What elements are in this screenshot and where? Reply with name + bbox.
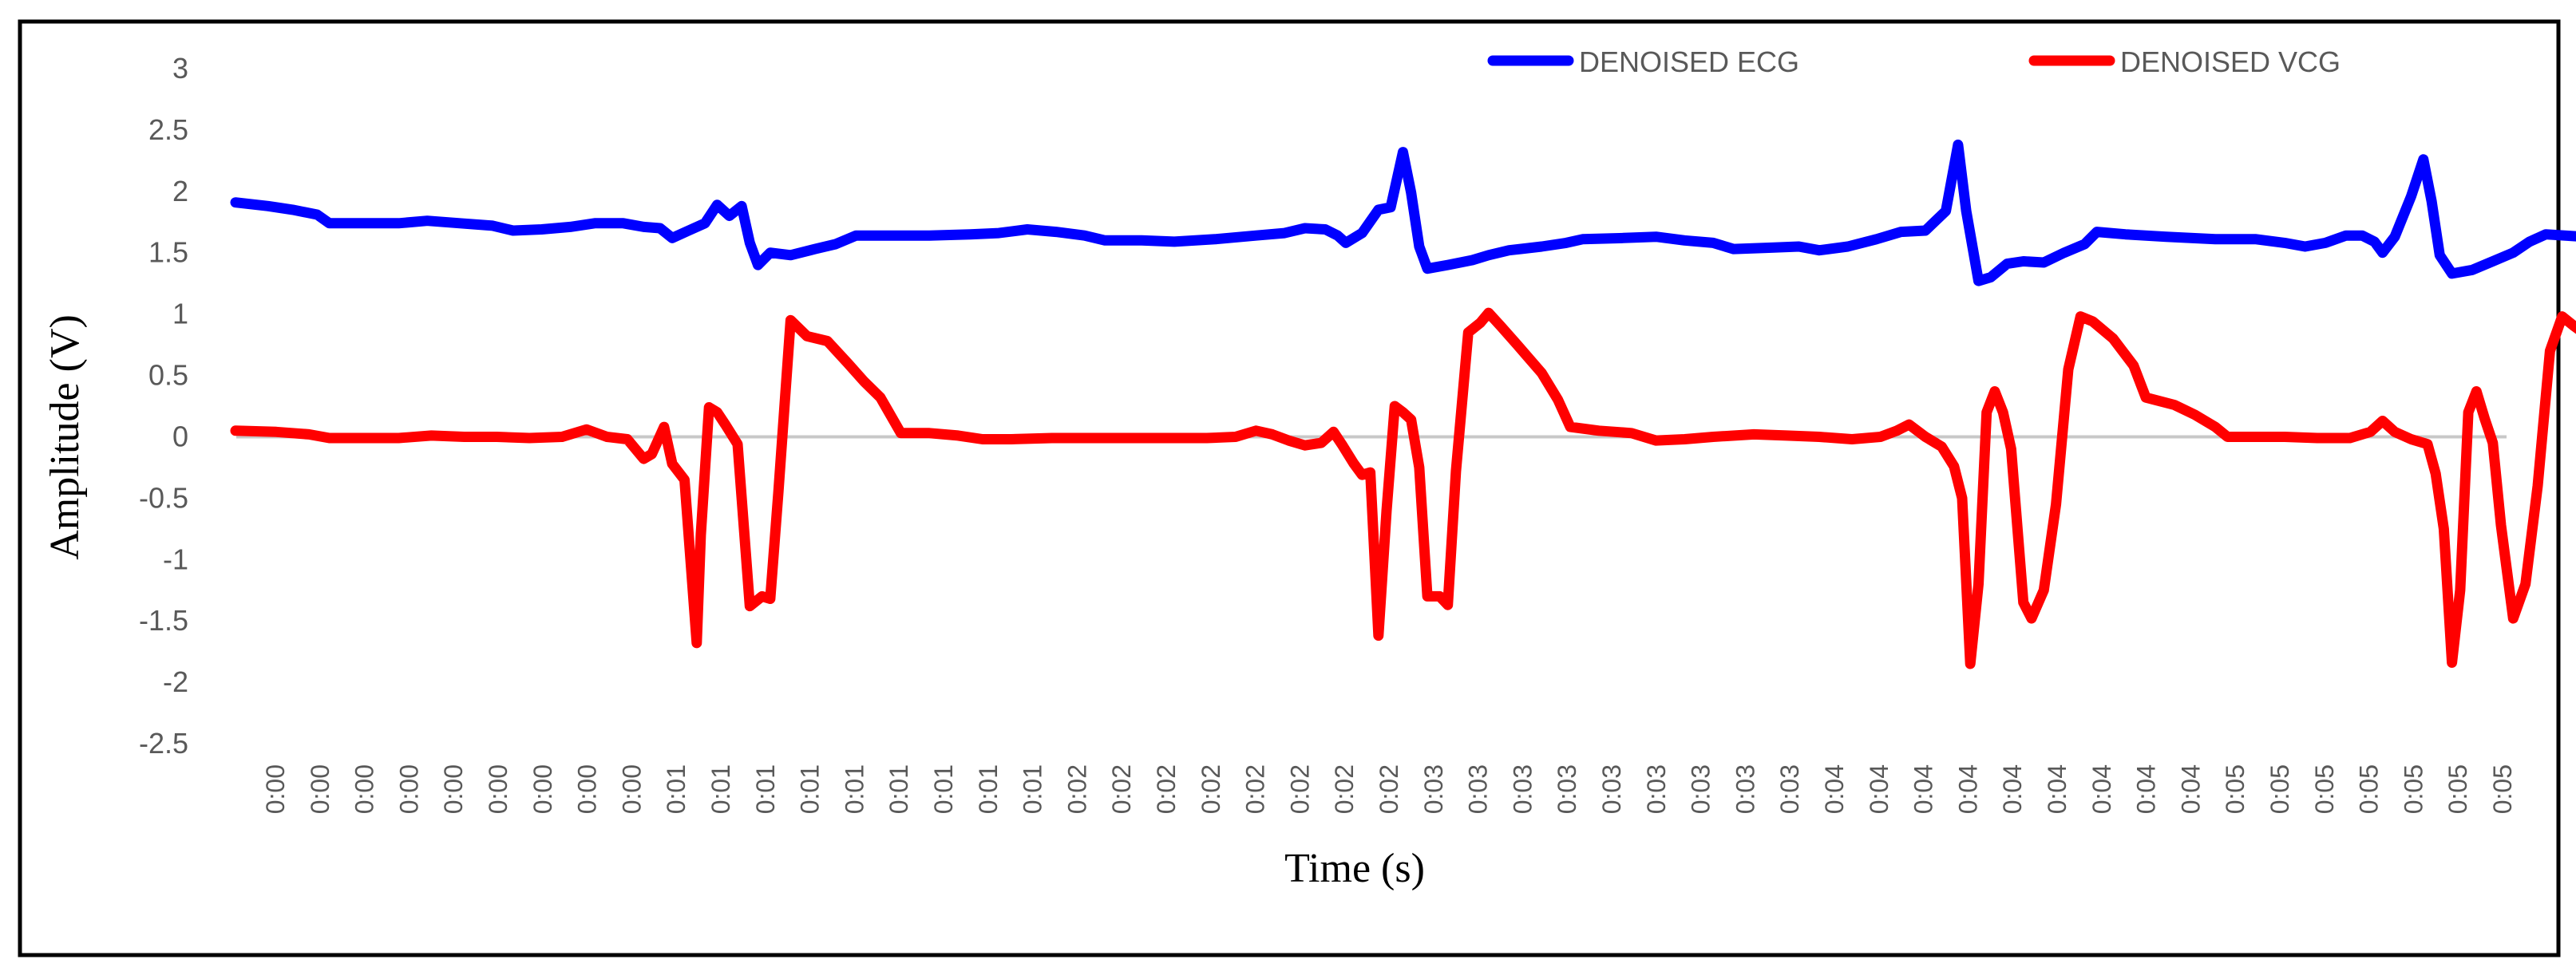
x-tick-label: 0:02 bbox=[1330, 764, 1359, 814]
x-tick-label: 0:05 bbox=[2488, 764, 2517, 814]
legend: DENOISED ECG DENOISED VCG bbox=[1487, 45, 2341, 78]
x-tick-label: 0:03 bbox=[1419, 764, 1448, 814]
x-tick-label: 0:00 bbox=[484, 764, 512, 814]
x-tick-label: 0:04 bbox=[2176, 764, 2205, 814]
x-tick-label: 0:04 bbox=[1820, 764, 1849, 814]
x-tick-label: 0:04 bbox=[2087, 764, 2116, 814]
x-tick-label: 0:05 bbox=[2443, 764, 2472, 814]
y-tick-label: 1 bbox=[172, 298, 188, 330]
y-axis-title: Amplitude (V) bbox=[42, 314, 88, 560]
x-tick-label: 0:01 bbox=[884, 764, 913, 814]
x-tick-label: 0:00 bbox=[439, 764, 468, 814]
x-tick-label: 0:02 bbox=[1375, 764, 1403, 814]
x-tick-label: 0:00 bbox=[573, 764, 602, 814]
y-axis-tick-labels: 3 2.5 2 1.5 1 0.5 0 -0.5 -1 -1.5 -2 -2.5 bbox=[139, 52, 188, 760]
legend-label-vcg: DENOISED VCG bbox=[2120, 45, 2341, 78]
x-tick-label: 0:03 bbox=[1775, 764, 1804, 814]
y-tick-label: -1 bbox=[163, 543, 188, 575]
series-layer bbox=[230, 139, 2576, 669]
x-tick-label: 0:02 bbox=[1152, 764, 1181, 814]
x-tick-label: 0:01 bbox=[974, 764, 1003, 814]
y-tick-label: 0.5 bbox=[148, 359, 188, 392]
x-tick-label: 0:03 bbox=[1642, 764, 1671, 814]
x-tick-label: 0:01 bbox=[929, 764, 958, 814]
x-tick-label: 0:00 bbox=[394, 764, 423, 814]
x-tick-label: 0:03 bbox=[1508, 764, 1537, 814]
x-tick-label: 0:05 bbox=[2221, 764, 2250, 814]
y-tick-label: 3 bbox=[172, 52, 188, 85]
x-tick-label: 0:05 bbox=[2355, 764, 2384, 814]
x-tick-label: 0:01 bbox=[706, 764, 735, 814]
series-line-ecg bbox=[230, 139, 2576, 286]
y-tick-label: -1.5 bbox=[139, 604, 188, 637]
y-tick-label: 1.5 bbox=[148, 236, 188, 269]
y-tick-label: -0.5 bbox=[139, 481, 188, 514]
x-axis-title: Time (s) bbox=[1284, 846, 1425, 891]
x-axis-tick-labels: 0:00 0:00 0:00 0:00 0:00 0:00 0:00 0:00 0:00 0:01… bbox=[261, 764, 2517, 814]
chart-frame bbox=[18, 19, 2561, 957]
x-tick-label: 0:04 bbox=[2132, 764, 2161, 814]
x-tick-label: 0:04 bbox=[1998, 764, 2027, 814]
x-tick-label: 0:02 bbox=[1107, 764, 1136, 814]
x-tick-label: 0:03 bbox=[1687, 764, 1715, 814]
x-tick-label: 0:00 bbox=[306, 764, 334, 814]
x-tick-label: 0:01 bbox=[751, 764, 780, 814]
x-tick-label: 0:03 bbox=[1731, 764, 1759, 814]
x-tick-label: 0:05 bbox=[2399, 764, 2428, 814]
x-tick-label: 0:05 bbox=[2265, 764, 2294, 814]
x-tick-label: 0:01 bbox=[1019, 764, 1047, 814]
x-tick-label: 0:00 bbox=[350, 764, 379, 814]
x-tick-label: 0:01 bbox=[796, 764, 825, 814]
x-tick-label: 0:02 bbox=[1241, 764, 1270, 814]
y-tick-label: -2.5 bbox=[139, 727, 188, 760]
x-tick-label: 0:01 bbox=[662, 764, 690, 814]
x-tick-label: 0:05 bbox=[2310, 764, 2339, 814]
series-line-vcg bbox=[230, 307, 2576, 669]
x-tick-label: 0:02 bbox=[1062, 764, 1091, 814]
x-tick-label: 0:00 bbox=[528, 764, 557, 814]
y-tick-label: 0 bbox=[172, 420, 188, 452]
x-tick-label: 0:04 bbox=[1953, 764, 1982, 814]
x-tick-label: 0:04 bbox=[1909, 764, 1938, 814]
x-tick-label: 0:03 bbox=[1597, 764, 1626, 814]
x-tick-label: 0:03 bbox=[1464, 764, 1493, 814]
x-tick-label: 0:02 bbox=[1197, 764, 1225, 814]
y-tick-label: -2 bbox=[163, 665, 188, 698]
legend-label-ecg: DENOISED ECG bbox=[1579, 45, 1799, 78]
y-tick-label: 2.5 bbox=[148, 113, 188, 146]
x-tick-label: 0:03 bbox=[1553, 764, 1581, 814]
x-tick-label: 0:00 bbox=[261, 764, 290, 814]
y-tick-label: 2 bbox=[172, 175, 188, 207]
x-tick-label: 0:02 bbox=[1285, 764, 1314, 814]
x-tick-label: 0:04 bbox=[2043, 764, 2071, 814]
x-tick-label: 0:04 bbox=[1865, 764, 1893, 814]
x-tick-label: 0:00 bbox=[617, 764, 646, 814]
x-tick-label: 0:01 bbox=[840, 764, 869, 814]
